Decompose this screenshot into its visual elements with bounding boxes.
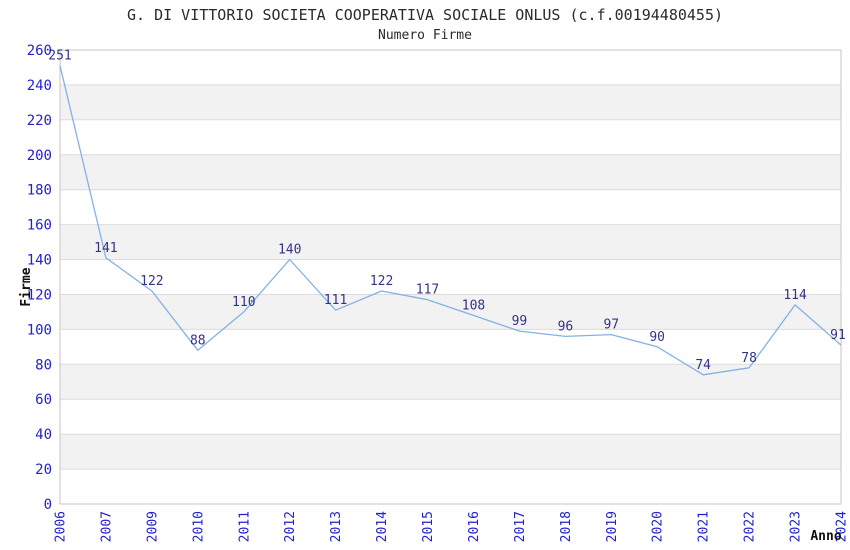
- x-tick-label: 2019: [605, 511, 620, 542]
- x-tick-label: 2022: [743, 511, 758, 542]
- x-tick-label: 2012: [283, 511, 298, 542]
- y-tick-label: 180: [27, 183, 52, 199]
- y-tick-label: 120: [27, 288, 52, 304]
- data-label: 140: [278, 243, 301, 258]
- x-tick-label: 2023: [789, 511, 804, 542]
- data-label: 110: [232, 295, 255, 310]
- data-label: 90: [649, 330, 665, 345]
- y-tick-label: 60: [35, 392, 52, 408]
- y-tick-label: 80: [35, 357, 52, 373]
- y-tick-label: 200: [27, 148, 52, 164]
- x-tick-label: 2014: [375, 511, 390, 542]
- y-tick-label: 240: [27, 78, 52, 94]
- y-tick-label: 0: [44, 497, 52, 513]
- data-label: 122: [140, 274, 163, 289]
- data-label: 74: [695, 358, 711, 373]
- x-tick-label: 2010: [191, 511, 206, 542]
- x-axis-title: Anno: [810, 529, 842, 544]
- plot-band: [60, 154, 841, 190]
- x-tick-label: 2018: [559, 511, 574, 542]
- data-label: 114: [783, 288, 807, 303]
- x-tick-label: 2017: [513, 511, 528, 542]
- plot-band: [60, 84, 841, 120]
- data-label: 122: [370, 274, 393, 289]
- x-tick-label: 2009: [145, 511, 160, 542]
- data-label: 111: [324, 293, 347, 308]
- x-tick-label: 2021: [697, 511, 712, 542]
- plot-border: [59, 49, 842, 505]
- data-label: 88: [190, 333, 206, 348]
- y-tick-label: 20: [35, 462, 52, 478]
- x-tick-label: 2024: [835, 511, 850, 542]
- data-label: 97: [603, 318, 619, 333]
- data-label: 251: [48, 49, 71, 64]
- x-tick-label: 2011: [237, 511, 252, 542]
- data-label: 99: [512, 314, 528, 329]
- chart-title: G. DI VITTORIO SOCIETA COOPERATIVA SOCIA…: [126, 6, 724, 24]
- plot-band: [60, 364, 841, 400]
- y-tick-label: 220: [27, 113, 52, 129]
- data-label: 91: [830, 328, 846, 343]
- data-line: [59, 65, 842, 376]
- x-tick-label: 2006: [54, 511, 69, 542]
- plot-band: [60, 224, 841, 260]
- y-tick-label: 140: [27, 253, 52, 269]
- y-tick-label: 160: [27, 218, 52, 234]
- plot-band: [60, 294, 841, 330]
- chart-subtitle: Numero Firme: [378, 28, 472, 43]
- plot-band: [60, 434, 841, 470]
- data-label: 96: [558, 319, 574, 334]
- y-tick-label: 100: [27, 322, 52, 338]
- x-tick-label: 2013: [329, 511, 344, 542]
- x-tick-label: 2020: [651, 511, 666, 542]
- data-label: 117: [416, 283, 439, 298]
- y-tick-label: 40: [35, 427, 52, 443]
- y-tick-label: 260: [27, 43, 52, 59]
- data-label: 141: [94, 241, 117, 256]
- x-tick-label: 2015: [421, 511, 436, 542]
- x-tick-label: 2016: [467, 511, 482, 542]
- data-label: 78: [741, 351, 757, 366]
- data-label: 108: [462, 298, 485, 313]
- x-tick-label: 2007: [99, 511, 114, 542]
